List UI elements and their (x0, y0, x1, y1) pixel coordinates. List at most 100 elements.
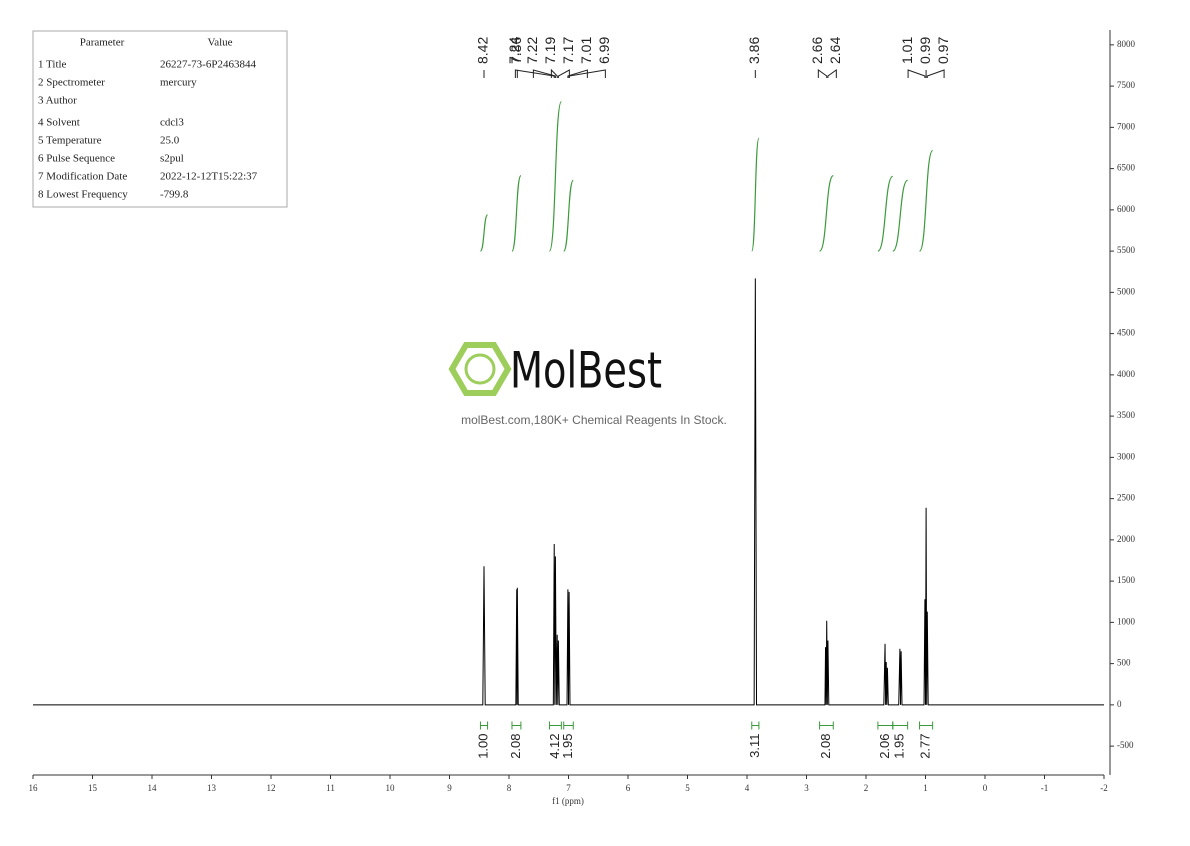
integral-label: 2.08 (818, 733, 833, 758)
y-tick-label: 5500 (1117, 245, 1136, 255)
integral-bracket (892, 721, 909, 730)
x-tick-label: 5 (685, 783, 690, 793)
watermark-title: MolBest (510, 342, 662, 400)
peak-label: 7.22 (524, 37, 540, 64)
y-tick-label: 2500 (1117, 493, 1136, 503)
peak-label: 3.86 (746, 37, 762, 64)
y-tick-label: 5000 (1117, 286, 1136, 296)
x-tick-label: -1 (1041, 783, 1049, 793)
peak-label: 0.99 (917, 37, 933, 64)
table-cell: 2022-12-12T15:22:37 (160, 171, 258, 183)
y-tick-label: 3000 (1117, 451, 1136, 461)
x-axis-label: f1 (ppm) (552, 796, 584, 806)
integral-curve (479, 214, 489, 252)
x-tick-label: 15 (88, 783, 98, 793)
parameter-table (32, 30, 288, 208)
x-tick-label: 13 (207, 783, 217, 793)
x-tick-label: 7 (566, 783, 571, 793)
integral-curve (892, 179, 909, 252)
integral-curve (511, 175, 522, 252)
x-tick-label: 10 (386, 783, 396, 793)
table-cell: s2pul (160, 153, 184, 165)
integral-bracket (563, 721, 574, 730)
peak-connector (557, 69, 570, 78)
peak-label: 7.24 (506, 37, 522, 64)
peak-connector (567, 69, 588, 78)
integral-label: 3.11 (747, 733, 762, 757)
y-tick-label: 1500 (1117, 575, 1136, 585)
table-cell: 5 Temperature (38, 135, 102, 147)
y-tick-label: 0 (1117, 699, 1122, 709)
y-tick-label: 500 (1117, 658, 1131, 668)
x-tick-label: 4 (745, 783, 750, 793)
table-cell: 3 Author (38, 95, 77, 107)
x-tick-label: 3 (804, 783, 809, 793)
y-tick-label: 8000 (1117, 39, 1136, 49)
peak-label: 6.99 (596, 37, 612, 64)
table-cell: 2 Spectrometer (38, 77, 105, 89)
x-tick-label: 6 (626, 783, 631, 793)
integral-bracket (819, 721, 834, 730)
y-tick-label: -500 (1117, 740, 1134, 750)
table-header: Parameter (80, 37, 125, 49)
table-cell: 26227-73-6P2463844 (160, 59, 256, 71)
peak-connector (550, 68, 558, 78)
table-cell: 4 Solvent (38, 117, 80, 129)
integral-label: 2.08 (508, 733, 523, 758)
integral-curve (918, 149, 934, 252)
peak-connector (827, 69, 837, 78)
x-tick-label: 16 (29, 783, 39, 793)
y-tick-label: 6000 (1117, 204, 1136, 214)
peak-connector (532, 69, 556, 78)
peak-label: 7.01 (578, 37, 594, 64)
peak-label: 1.01 (899, 37, 915, 64)
peak-connector (907, 69, 926, 78)
integral-curve (819, 175, 834, 252)
table-cell: cdcl3 (160, 117, 184, 129)
peak-label: 2.66 (809, 37, 825, 64)
integral-curve (548, 100, 562, 252)
integral-label: 1.95 (892, 733, 907, 758)
integral-label: 1.95 (560, 733, 575, 758)
integral-bracket (877, 721, 894, 730)
peak-connector (514, 69, 555, 78)
integral-bracket (548, 721, 562, 730)
peak-label: 8.42 (475, 37, 491, 64)
x-tick-label: 2 (864, 783, 869, 793)
integral-label: 4.12 (547, 733, 562, 758)
integral-label: 2.77 (918, 733, 933, 758)
integral-bracket (919, 721, 934, 730)
integral-curve (563, 179, 574, 252)
x-tick-label: 1 (923, 783, 928, 793)
integral-curve (751, 137, 760, 252)
x-tick-label: 9 (447, 783, 452, 793)
integral-bracket (479, 721, 489, 730)
table-cell: mercury (160, 77, 197, 89)
table-cell: -799.8 (160, 189, 189, 201)
peak-label: 7.86 (508, 37, 524, 64)
peak-label: 7.17 (560, 37, 576, 64)
integral-curve (877, 175, 894, 252)
peak-connector (817, 69, 828, 78)
y-tick-label: 2000 (1117, 534, 1136, 544)
peak-connector (926, 69, 945, 78)
y-tick-label: 7000 (1117, 121, 1136, 131)
x-tick-label: 14 (148, 783, 158, 793)
peak-label: 0.97 (935, 37, 951, 64)
peak-label: 2.64 (827, 37, 843, 64)
y-tick-label: 4500 (1117, 328, 1136, 338)
table-cell: 6 Pulse Sequence (38, 153, 115, 165)
y-tick-label: 4000 (1117, 369, 1136, 379)
y-tick-label: 7500 (1117, 80, 1136, 90)
table-cell: 8 Lowest Frequency (38, 189, 128, 201)
integral-label: 2.06 (877, 733, 892, 758)
x-tick-label: 0 (983, 783, 988, 793)
integral-bracket (511, 721, 522, 730)
y-tick-label: 3500 (1117, 410, 1136, 420)
x-tick-label: 12 (267, 783, 276, 793)
table-cell: 1 Title (38, 59, 67, 71)
x-tick-label: 11 (326, 783, 335, 793)
x-tick-label: 8 (507, 783, 512, 793)
y-tick-label: 6500 (1117, 163, 1136, 173)
